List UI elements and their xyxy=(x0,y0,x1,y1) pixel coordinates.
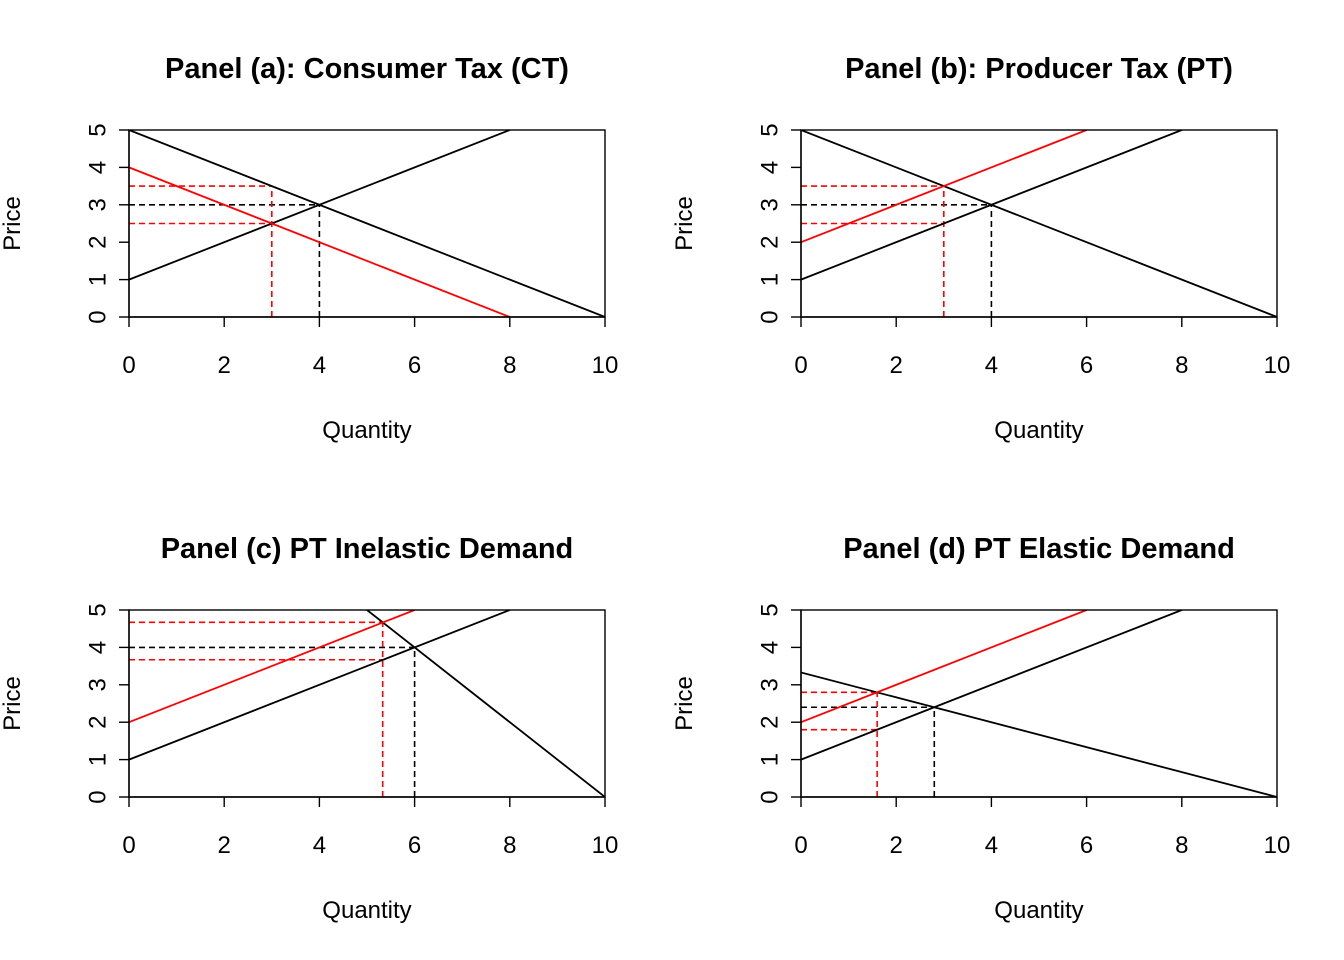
y-tick-label: 0 xyxy=(85,790,112,803)
panel-title: Panel (c) PT Inelastic Demand xyxy=(161,533,574,565)
y-tick-label: 4 xyxy=(757,161,784,174)
x-tick-label: 2 xyxy=(890,352,903,379)
y-tick-label: 2 xyxy=(757,236,784,249)
x-tick-label: 6 xyxy=(1080,832,1093,859)
y-tick-label: 3 xyxy=(757,678,784,691)
y-axis-label: Price xyxy=(671,196,698,251)
y-tick-label: 5 xyxy=(757,603,784,616)
y-tick-label: 4 xyxy=(85,161,112,174)
y-axis-label: Price xyxy=(0,676,26,731)
x-tick-label: 0 xyxy=(122,832,135,859)
y-tick-label: 2 xyxy=(85,236,112,249)
y-axis-label: Price xyxy=(671,676,698,731)
x-tick-label: 6 xyxy=(1080,352,1093,379)
y-tick-label: 1 xyxy=(757,273,784,286)
y-tick-label: 2 xyxy=(85,716,112,729)
x-tick-label: 8 xyxy=(503,832,516,859)
y-tick-label: 1 xyxy=(85,753,112,766)
x-tick-label: 8 xyxy=(503,352,516,379)
series-demand xyxy=(129,130,605,317)
series-demand-after-tax xyxy=(129,166,511,317)
y-tick-label: 0 xyxy=(757,310,784,323)
series-demand xyxy=(801,671,1277,797)
y-tick-label: 5 xyxy=(85,603,112,616)
series-demand xyxy=(366,610,605,797)
x-tick-label: 10 xyxy=(592,832,619,859)
panel-d: Panel (d) PT Elastic Demand Quantity Price… xyxy=(671,533,1290,924)
x-tick-label: 8 xyxy=(1175,352,1188,379)
x-tick-label: 0 xyxy=(794,352,807,379)
panel-title: Panel (d) PT Elastic Demand xyxy=(843,533,1235,565)
plot-frame xyxy=(128,609,606,798)
panel-b: Panel (b): Producer Tax (PT) Quantity Pric… xyxy=(671,53,1290,444)
y-tick-label: 2 xyxy=(757,716,784,729)
series-demand xyxy=(801,130,1277,317)
x-axis-label: Quantity xyxy=(994,417,1083,444)
x-tick-label: 4 xyxy=(985,352,998,379)
x-tick-label: 0 xyxy=(122,352,135,379)
panel-title: Panel (a): Consumer Tax (CT) xyxy=(165,53,569,85)
y-tick-label: 5 xyxy=(757,123,784,136)
series-supply-after-tax xyxy=(801,610,1087,724)
x-tick-label: 4 xyxy=(985,832,998,859)
x-tick-label: 10 xyxy=(1264,832,1291,859)
panel-title: Panel (b): Producer Tax (PT) xyxy=(845,53,1233,85)
y-tick-label: 1 xyxy=(757,753,784,766)
y-tick-label: 3 xyxy=(85,678,112,691)
x-axis-label: Quantity xyxy=(322,897,411,924)
x-tick-label: 6 xyxy=(408,832,421,859)
series-supply xyxy=(801,610,1183,761)
plot-frame xyxy=(800,609,1278,798)
x-tick-label: 0 xyxy=(794,832,807,859)
x-tick-label: 2 xyxy=(218,832,231,859)
x-tick-label: 10 xyxy=(1264,352,1291,379)
series-supply xyxy=(129,130,511,281)
x-tick-label: 2 xyxy=(890,832,903,859)
x-tick-label: 8 xyxy=(1175,832,1188,859)
y-tick-label: 1 xyxy=(85,273,112,286)
y-tick-label: 0 xyxy=(85,310,112,323)
x-tick-label: 4 xyxy=(313,352,326,379)
series-supply-after-tax xyxy=(801,130,1087,244)
series-supply xyxy=(801,130,1183,281)
y-axis-label: Price xyxy=(0,196,26,251)
y-tick-label: 0 xyxy=(757,790,784,803)
x-tick-label: 6 xyxy=(408,352,421,379)
series-supply-after-tax xyxy=(129,610,415,724)
panel-c: Panel (c) PT Inelastic Demand Quantity Pri… xyxy=(0,533,618,924)
y-tick-label: 3 xyxy=(85,198,112,211)
x-axis-label: Quantity xyxy=(322,417,411,444)
x-tick-label: 4 xyxy=(313,832,326,859)
y-tick-label: 3 xyxy=(757,198,784,211)
x-tick-label: 2 xyxy=(218,352,231,379)
x-axis-label: Quantity xyxy=(994,897,1083,924)
y-tick-label: 4 xyxy=(85,641,112,654)
y-tick-label: 4 xyxy=(757,641,784,654)
panel-a: Panel (a): Consumer Tax (CT) Quantity Pric… xyxy=(0,53,618,444)
series-supply xyxy=(129,610,511,761)
y-tick-label: 5 xyxy=(85,123,112,136)
x-tick-label: 10 xyxy=(592,352,619,379)
